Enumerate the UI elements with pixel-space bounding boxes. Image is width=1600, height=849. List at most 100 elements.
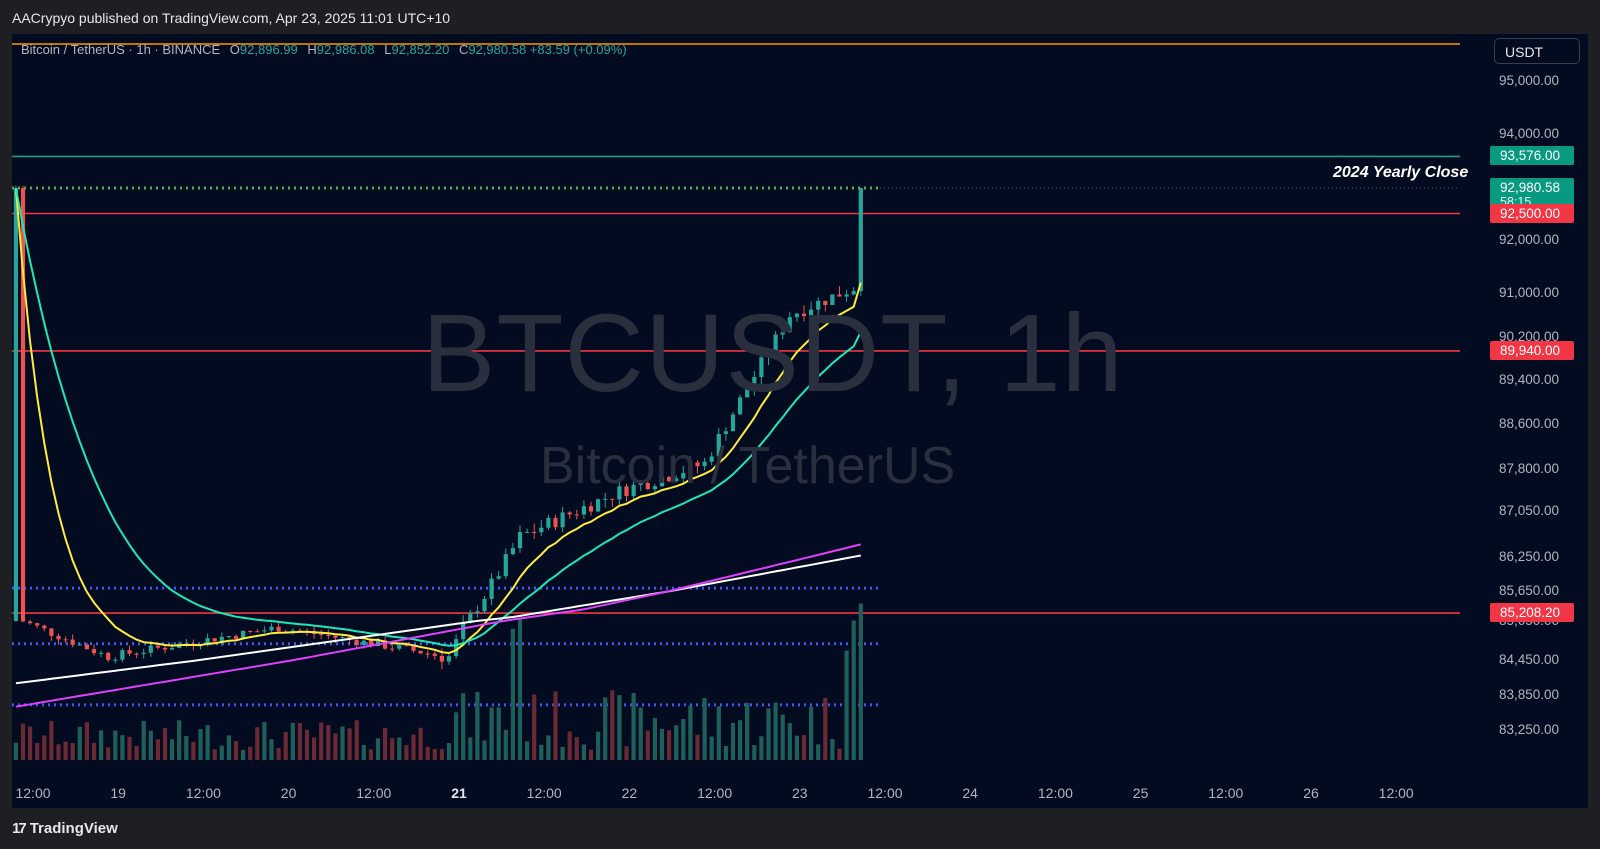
candle-body: [525, 531, 530, 533]
time-tick: 20: [280, 785, 297, 801]
volume-bar: [439, 749, 444, 760]
volume-bar: [127, 736, 132, 760]
volume-bar: [290, 722, 295, 760]
volume-bar: [730, 722, 736, 760]
candle-body: [496, 576, 501, 579]
volume-bar: [738, 720, 743, 760]
volume-bar: [702, 698, 707, 760]
price-tick: 95,000.00: [1499, 73, 1560, 88]
sma-long-line: [15, 554, 861, 685]
low-value: 92,852.20: [391, 42, 450, 57]
candle-body: [13, 188, 18, 621]
volume-bar: [219, 745, 224, 760]
price-tick: 90,200.00: [1499, 329, 1560, 344]
volume-bar: [801, 735, 807, 760]
volume-bar: [404, 745, 409, 760]
volume-bar: [816, 744, 821, 760]
candle-body: [77, 644, 82, 646]
volume-bar: [858, 603, 863, 760]
volume-bar: [517, 617, 523, 760]
volume-bar: [809, 706, 814, 760]
candle-body: [368, 640, 373, 647]
volume-bar: [99, 730, 104, 760]
volume-bar: [496, 707, 501, 760]
publish-info: AACrypyo published on TradingView.com, A…: [12, 10, 451, 26]
volume-bar: [723, 745, 728, 760]
candle-body: [482, 598, 487, 612]
tradingview-logo-icon: 17: [12, 820, 27, 837]
time-tick: 12:00: [185, 785, 221, 801]
time-tick: 12:00: [1208, 785, 1244, 801]
candle-body: [42, 625, 47, 629]
currency-button[interactable]: USDT: [1494, 38, 1580, 64]
volume-bar: [361, 744, 366, 760]
volume-bar: [652, 718, 657, 760]
candle-body: [454, 639, 459, 657]
candle-body: [28, 621, 33, 624]
price-tick: 88,600.00: [1499, 416, 1560, 431]
candle-body: [170, 647, 175, 650]
candle-body: [546, 517, 551, 528]
time-tick: 12:00: [356, 785, 392, 801]
candle-body: [553, 517, 558, 528]
volume-bar: [390, 738, 395, 760]
time-tick: 19: [110, 785, 126, 801]
candle-body: [35, 623, 40, 626]
candle-body: [319, 633, 324, 635]
volume-bar: [560, 746, 565, 760]
volume-bar: [446, 743, 452, 760]
chart-area[interactable]: [12, 34, 1588, 808]
volume-bar: [525, 741, 530, 760]
price-badge: 85,208.20: [1490, 603, 1574, 623]
time-tick: 12:00: [697, 785, 733, 801]
volume-bar: [695, 734, 700, 760]
candle-body: [730, 414, 736, 432]
candle-body: [801, 313, 807, 316]
candle-body: [49, 628, 54, 636]
ema-fast-line: [14, 188, 862, 655]
candle-body: [475, 611, 480, 614]
time-tick: 26: [1303, 785, 1319, 801]
price-tick: 89,400.00: [1499, 372, 1560, 387]
volume-bar: [752, 744, 757, 760]
volume-bar: [546, 735, 551, 760]
candle-body: [148, 645, 153, 653]
volume-bar: [241, 749, 246, 760]
volume-bar: [155, 739, 160, 760]
candle-body: [141, 652, 146, 655]
candle-body: [354, 639, 359, 645]
tradingview-logo[interactable]: 17 TradingView: [12, 820, 118, 837]
volume-bar: [659, 728, 665, 760]
candle-body: [390, 648, 395, 650]
candle-body: [645, 483, 650, 490]
candle-body: [659, 476, 665, 487]
candle-body: [375, 640, 381, 647]
candle-body: [439, 655, 444, 662]
volume-bar: [205, 725, 210, 760]
candle-body: [205, 638, 210, 646]
volume-bar: [347, 728, 352, 760]
candle-body: [127, 650, 132, 654]
volume-bar: [503, 729, 508, 760]
candle-body: [255, 631, 260, 633]
price-tick: 94,000.00: [1499, 126, 1560, 141]
candle-body: [851, 291, 856, 295]
candle-body: [695, 462, 700, 467]
volume-bar: [20, 723, 26, 760]
volume-bar: [638, 707, 643, 760]
volume-bar: [780, 714, 785, 760]
candle-body: [404, 645, 409, 647]
candle-body: [468, 613, 473, 623]
volume-bar: [326, 725, 331, 760]
volume-bar: [42, 735, 47, 760]
volume-bar: [667, 730, 672, 760]
time-tick: 12:00: [867, 785, 903, 801]
symbol-watermark: BTCUSDT, 1h: [422, 292, 1124, 415]
candle-body: [532, 531, 537, 533]
candle-body: [432, 653, 437, 656]
volume-bar: [539, 744, 544, 760]
candle-body: [674, 478, 679, 482]
candle-body: [588, 506, 594, 512]
low-key: L: [384, 42, 392, 57]
